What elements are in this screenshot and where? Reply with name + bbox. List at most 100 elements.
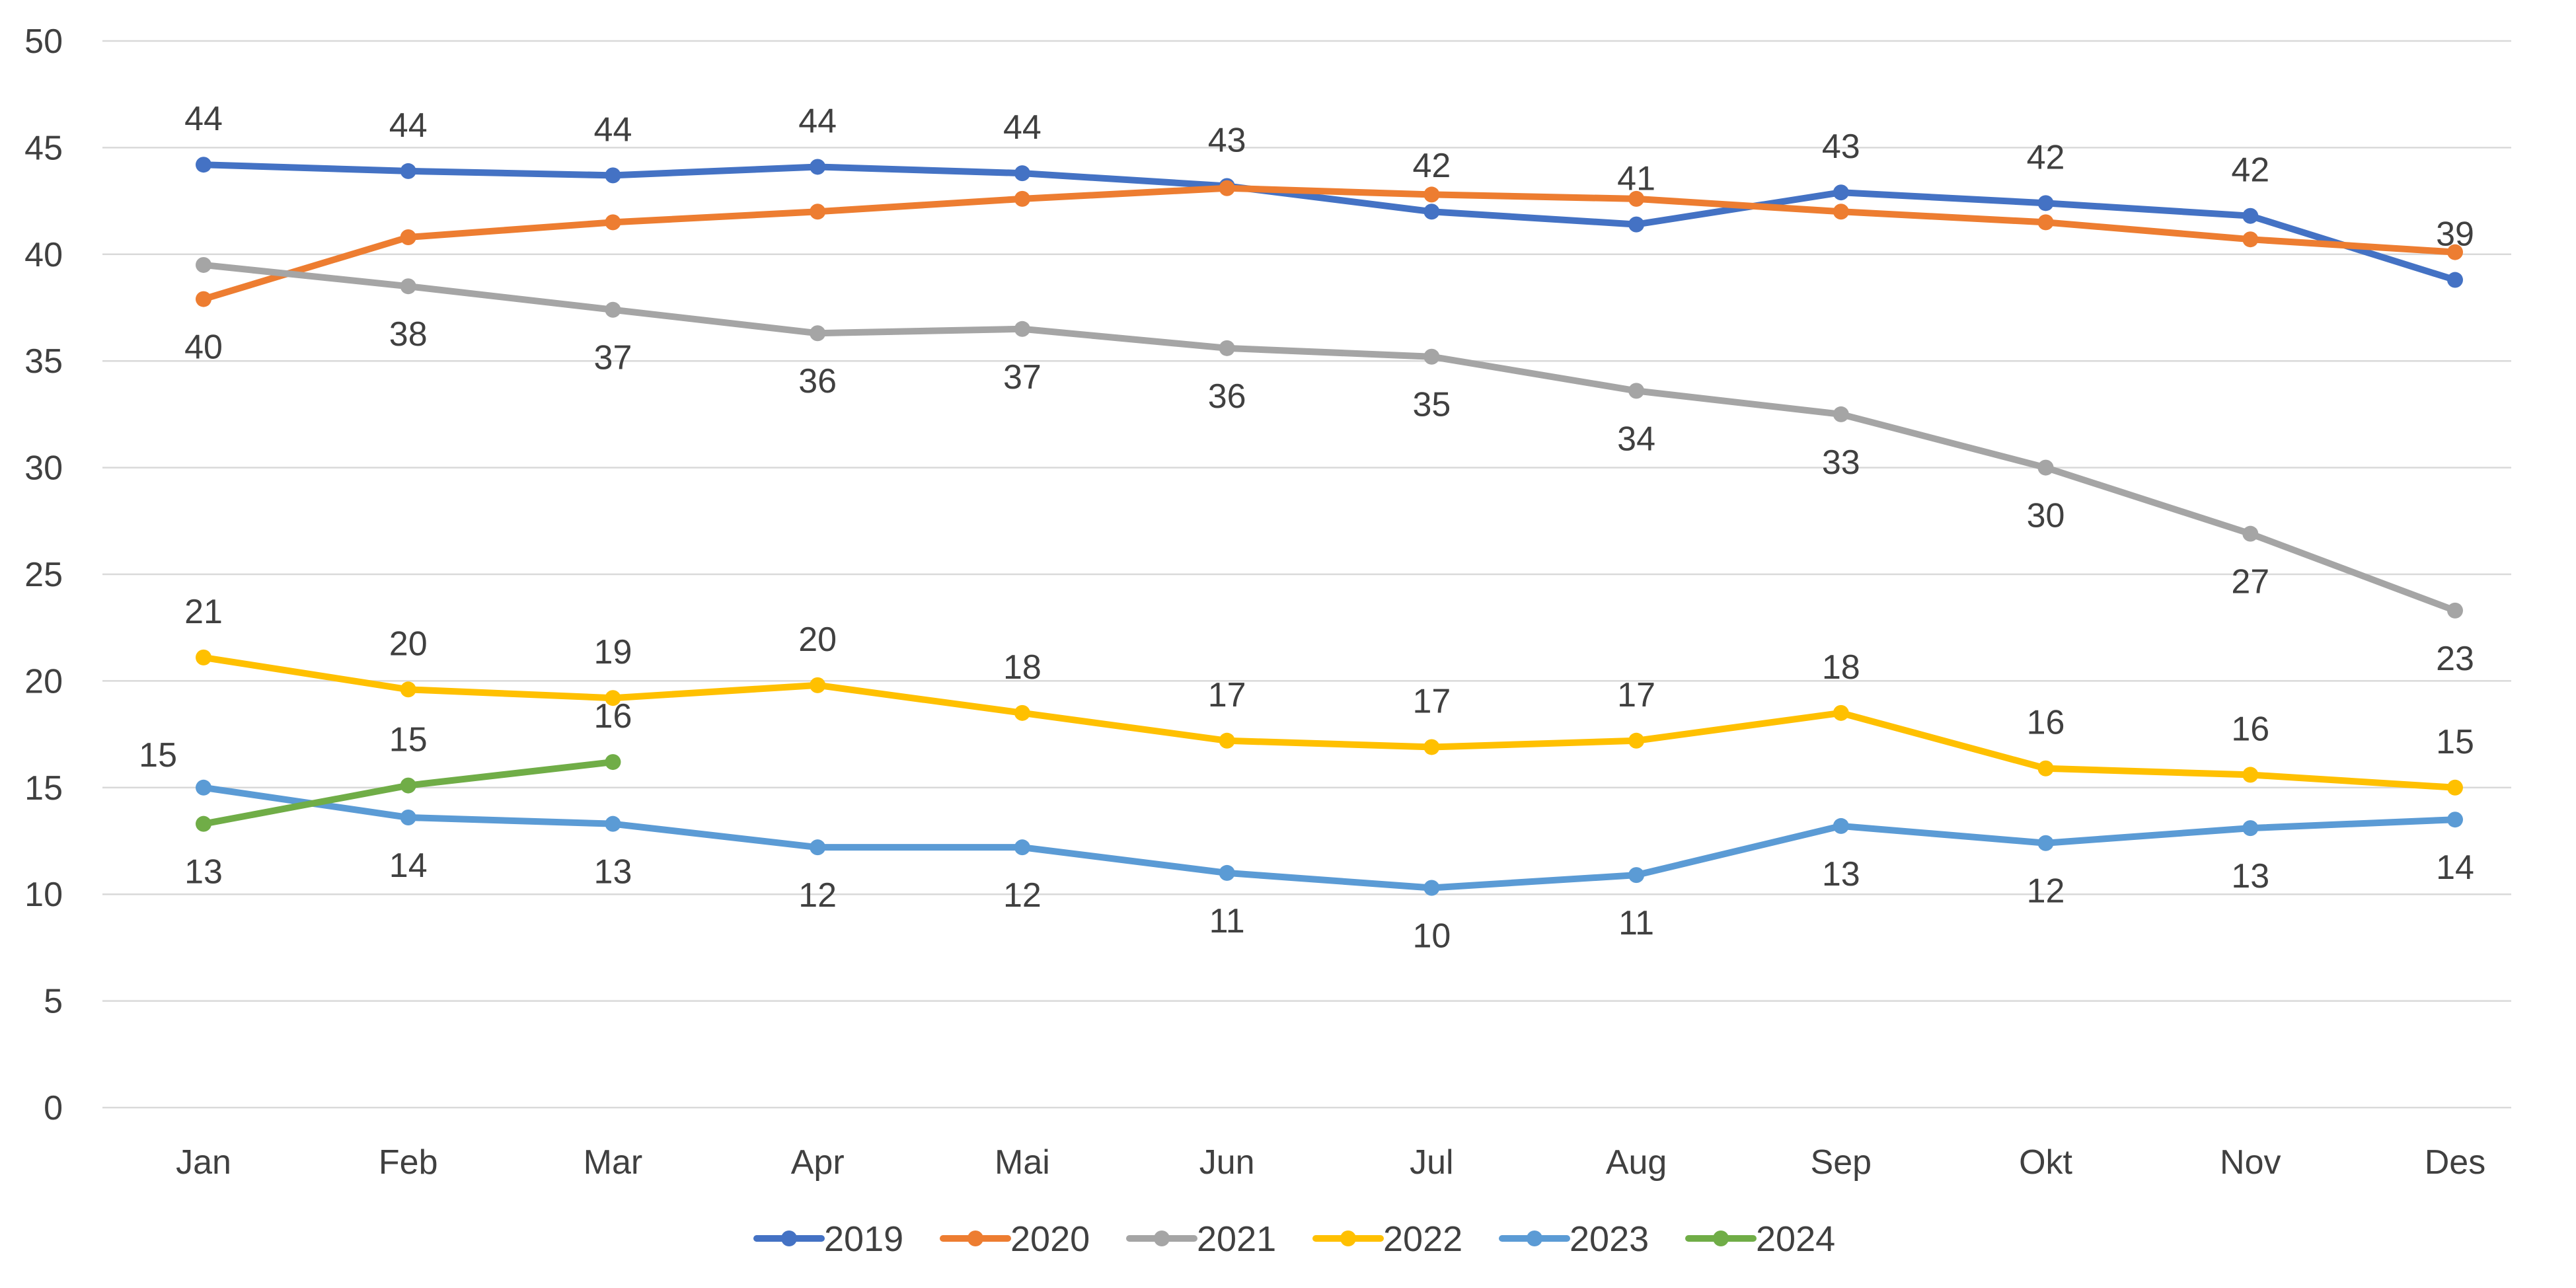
data-point-2022 (810, 677, 826, 693)
data-label-2023: 14 (2436, 849, 2474, 887)
data-point-2020 (400, 229, 416, 245)
data-label-2021: 37 (594, 339, 632, 377)
data-label-2021: 36 (798, 362, 837, 400)
x-tick-label: Aug (1606, 1143, 1667, 1182)
data-point-2022 (196, 649, 211, 665)
data-label-2023: 12 (798, 876, 837, 915)
data-label-2019: 43 (1822, 128, 1860, 166)
data-point-2020 (810, 204, 826, 220)
data-point-2019 (2447, 272, 2463, 288)
data-label-2022: 17 (1208, 676, 1246, 714)
x-tick-label: Feb (379, 1143, 438, 1182)
data-point-2019 (1628, 216, 1645, 233)
data-label-2023: 13 (1822, 855, 1860, 893)
data-label-2023: 11 (1209, 902, 1245, 940)
legend-label-2024: 2024 (1756, 1219, 1835, 1259)
data-label-2019: 41 (1617, 160, 1655, 198)
data-point-2022 (1219, 732, 1235, 749)
x-tick-label: Mai (995, 1143, 1050, 1182)
data-point-2021 (1628, 383, 1645, 399)
data-label-2021: 30 (2027, 497, 2065, 535)
data-point-2023 (1833, 817, 1849, 834)
data-label-2022: 20 (798, 621, 837, 659)
data-label-2022: 18 (1003, 648, 1042, 687)
data-point-2019 (2242, 208, 2259, 224)
data-point-2021 (605, 301, 621, 318)
data-point-2019 (605, 167, 621, 184)
data-label-2022: 16 (2231, 710, 2269, 748)
data-point-2021 (1219, 340, 1235, 356)
data-label-2022: 20 (389, 625, 428, 663)
data-label-2020: 40 (184, 328, 223, 367)
data-label-2019: 42 (2027, 138, 2065, 176)
data-label-2022: 21 (184, 593, 223, 631)
x-tick-label: Jun (1199, 1143, 1255, 1182)
legend-label-2022: 2022 (1383, 1219, 1462, 1259)
data-label-2019: 44 (1003, 108, 1042, 147)
series-line-2021 (200, 261, 2458, 614)
data-label-2021: 36 (1208, 377, 1246, 416)
series-line-2023 (200, 784, 2458, 891)
x-tick-label: Mar (584, 1143, 643, 1182)
y-tick-label: 0 (44, 1089, 63, 1127)
data-label-2023: 13 (594, 853, 632, 891)
data-label-2024: 16 (594, 697, 632, 736)
y-axis-tick-labels: 0 5 10 15 20 25 30 35 40 45 50 (24, 22, 63, 1127)
legend-marker-2023 (1527, 1231, 1542, 1246)
x-tick-label: Nov (2220, 1143, 2281, 1182)
data-point-2022 (2037, 760, 2054, 777)
data-point-2024 (196, 815, 211, 832)
data-point-2022 (605, 690, 621, 706)
data-point-2021 (2447, 602, 2463, 619)
data-point-2023 (2447, 812, 2463, 828)
y-tick-label: 20 (24, 662, 63, 701)
data-label-2024: 13 (184, 853, 223, 891)
data-point-2021 (2037, 459, 2054, 476)
data-point-2021 (1833, 406, 1849, 422)
data-label-2022: 17 (1412, 682, 1451, 720)
y-tick-label: 35 (24, 342, 63, 381)
data-label-2022: 17 (1617, 676, 1655, 714)
data-label-2021: 35 (1412, 386, 1451, 424)
data-point-2023 (810, 839, 826, 856)
data-point-2019 (810, 159, 826, 175)
data-point-2023 (1219, 864, 1235, 881)
y-tick-label: 5 (44, 983, 63, 1021)
data-point-2022 (2242, 767, 2259, 783)
x-tick-label: Okt (2019, 1143, 2072, 1182)
data-point-2024 (400, 777, 416, 794)
data-point-2020 (1628, 190, 1645, 207)
data-label-2024: 15 (389, 721, 428, 759)
data-label-2021: 27 (2231, 563, 2269, 601)
data-label-2021: 34 (1617, 420, 1655, 458)
y-tick-label: 15 (24, 769, 63, 808)
data-point-2021 (1423, 348, 1440, 365)
data-label-2021: 23 (2436, 640, 2474, 678)
data-point-2020 (2242, 231, 2259, 248)
data-label-2023: 15 (139, 736, 177, 775)
data-point-2024 (605, 754, 621, 771)
data-labels: 44 44 44 44 44 43 42 41 43 42 42 39 40 38 37 36 37 36 35 34… (139, 100, 2474, 955)
data-label-2023: 10 (1412, 917, 1451, 956)
data-point-2022 (1423, 739, 1440, 755)
y-tick-label: 25 (24, 556, 63, 594)
x-tick-label: Des (2425, 1143, 2485, 1182)
x-tick-label: Jan (176, 1143, 231, 1182)
legend-label-2020: 2020 (1010, 1219, 1090, 1259)
data-point-2019 (1423, 204, 1440, 220)
data-label-2022: 18 (1822, 648, 1860, 687)
legend-marker-2024 (1713, 1231, 1729, 1246)
data-point-2022 (2447, 779, 2463, 796)
x-axis-tick-labels: Jan Feb Mar Apr Mai Jun Jul Aug Sep Okt Nov Des (176, 1143, 2485, 1182)
data-label-2021: 38 (389, 315, 428, 354)
data-label-2023: 13 (2231, 857, 2269, 895)
x-tick-label: Sep (1811, 1143, 1872, 1182)
data-label-2019: 44 (594, 110, 632, 149)
data-label-2022: 16 (2027, 704, 2065, 742)
data-point-2022 (1628, 732, 1645, 749)
data-point-2023 (196, 779, 211, 796)
data-point-2023 (2242, 820, 2259, 837)
data-point-2022 (400, 681, 416, 698)
data-label-2019: 42 (1412, 147, 1451, 185)
